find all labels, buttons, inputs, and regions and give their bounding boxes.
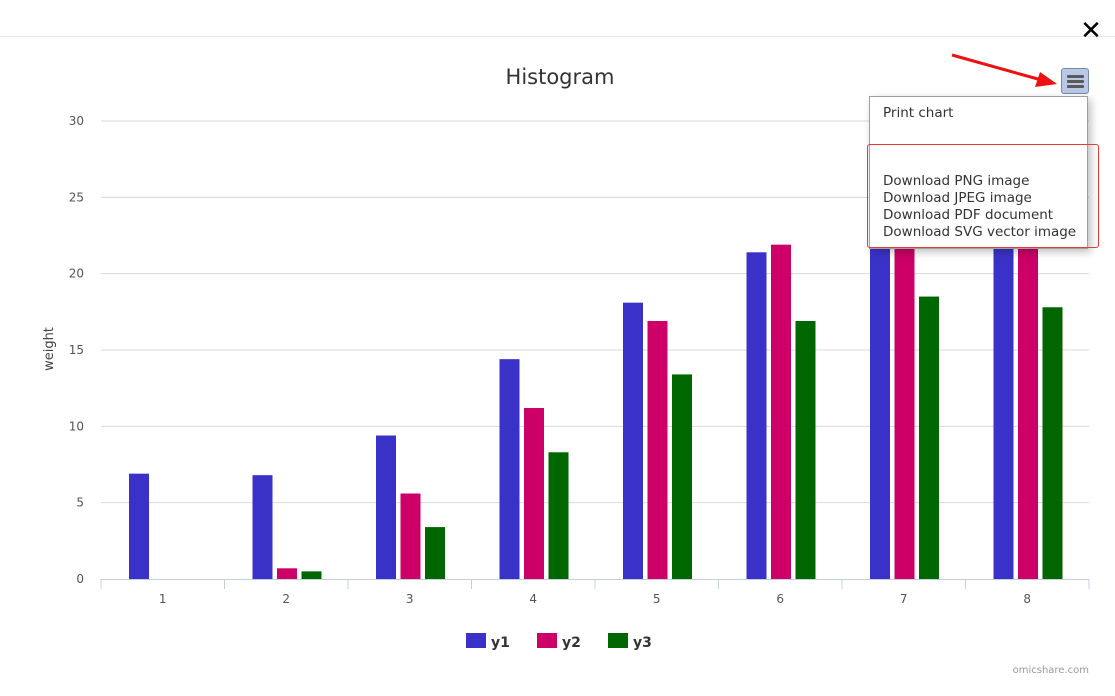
x-tick-label: 6 [776,592,784,606]
y-tick-label: 25 [69,190,84,204]
menu-item-download-jpeg[interactable]: Download JPEG image [883,190,1032,206]
credit-link[interactable]: omicshare.com [1013,665,1089,676]
bars [129,215,1063,580]
x-tick-label: 5 [653,592,661,606]
legend-swatch-y3[interactable] [608,633,628,648]
bar-y3-8 [1042,307,1063,579]
x-tick-label: 1 [159,592,167,606]
bar-y2-7 [894,218,915,579]
bar-y1-6 [746,252,767,579]
legend-swatch-y2[interactable] [537,633,557,648]
y-tick-label: 0 [76,572,84,586]
bar-y1-5 [623,302,643,579]
menu-item-download-pdf[interactable]: Download PDF document [883,207,1054,223]
bar-y2-2 [277,568,297,579]
bar-y3-4 [548,452,569,579]
export-menu: Print chart Download PNG image Download … [869,96,1088,249]
bar-y2-8 [1018,217,1038,579]
dialog-header-divider [0,36,1115,37]
legend[interactable]: y1 y2 y3 [466,633,652,651]
legend-label-y2[interactable]: y2 [562,635,581,651]
y-tick-label: 20 [69,267,84,281]
bar-y1-4 [499,359,520,579]
bar-y3-2 [301,571,322,579]
bar-y1-8 [993,217,1014,579]
bar-y3-6 [795,320,816,579]
bar-y2-4 [524,408,544,579]
close-icon[interactable]: ✕ [1080,16,1102,46]
menu-item-download-svg[interactable]: Download SVG vector image [883,224,1077,240]
bar-y3-3 [425,527,445,579]
x-tick-label: 3 [406,592,414,606]
x-tick-label: 7 [900,592,908,606]
bar-y1-1 [129,473,149,579]
legend-swatch-y1[interactable] [466,633,486,648]
y-tick-label: 15 [69,343,84,357]
chart-title: Histogram [506,65,615,89]
bar-y2-5 [647,320,668,579]
menu-item-print-chart[interactable]: Print chart [883,105,954,121]
x-tick-label: 2 [282,592,290,606]
bar-y3-7 [919,296,939,579]
bar-y2-3 [400,493,421,579]
y-tick-label: 10 [69,419,84,433]
legend-label-y1[interactable]: y1 [491,635,510,651]
x-axis: 1 2 3 4 5 6 7 8 [100,579,1090,606]
y-axis-label: weight [42,327,57,371]
y-tick-label: 30 [69,114,84,128]
bar-y2-6 [771,244,791,579]
bar-y1-7 [870,215,890,580]
bar-y3-5 [672,374,692,579]
y-tick-label: 5 [76,496,84,510]
bar-y1-2 [252,475,273,579]
bar-y1-3 [376,435,396,579]
legend-label-y3[interactable]: y3 [633,635,652,651]
x-tick-label: 4 [529,592,537,606]
menu-item-download-png[interactable]: Download PNG image [883,173,1030,189]
red-arrow-annotation [951,53,1057,87]
y-axis-ticks: 0 5 10 15 20 25 30 [69,114,84,586]
hamburger-menu-icon[interactable] [1061,68,1089,94]
x-tick-label: 8 [1023,592,1031,606]
